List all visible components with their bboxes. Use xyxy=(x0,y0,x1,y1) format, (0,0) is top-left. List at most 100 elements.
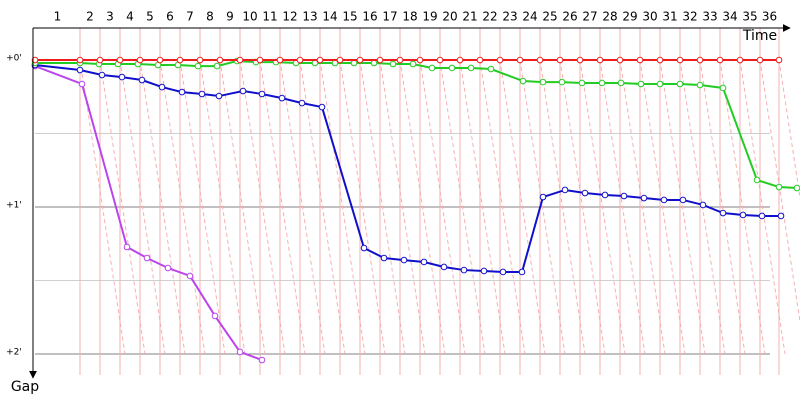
point xyxy=(409,60,417,68)
lap-diagonal xyxy=(439,59,486,355)
lap-diagonal xyxy=(179,59,226,355)
point xyxy=(400,256,408,264)
point xyxy=(138,76,146,84)
lap-label: 17 xyxy=(382,10,397,24)
point xyxy=(699,201,707,209)
lap-label: 34 xyxy=(722,10,737,24)
point xyxy=(536,56,544,64)
point xyxy=(601,191,609,199)
lap-diagonal xyxy=(359,59,406,355)
point xyxy=(777,212,785,220)
point xyxy=(278,94,286,102)
point xyxy=(116,56,124,64)
lap-label: 26 xyxy=(562,10,577,24)
lap-diagonal xyxy=(379,59,426,355)
lap-label: 19 xyxy=(422,10,437,24)
lap-diagonal xyxy=(599,59,646,355)
point xyxy=(578,79,586,87)
point xyxy=(213,62,221,70)
point xyxy=(636,56,644,64)
point xyxy=(98,71,106,79)
point xyxy=(616,56,624,64)
point xyxy=(215,92,223,100)
point xyxy=(581,189,589,197)
lap-label: 1 xyxy=(54,10,62,24)
point xyxy=(78,80,86,88)
lap-label: 12 xyxy=(282,10,297,24)
lap-diagonal xyxy=(99,59,146,355)
lap-diagonal xyxy=(259,59,306,355)
point xyxy=(356,56,364,64)
lap-label: 20 xyxy=(442,10,457,24)
lap-label: 36 xyxy=(762,10,777,24)
lap-label: 16 xyxy=(362,10,377,24)
point xyxy=(420,258,428,266)
lap-label: 13 xyxy=(302,10,317,24)
lap-diagonal xyxy=(499,59,546,355)
point xyxy=(476,56,484,64)
point xyxy=(496,56,504,64)
point xyxy=(556,56,564,64)
lap-diagonal xyxy=(479,59,526,355)
point xyxy=(76,66,84,74)
lap-label: 6 xyxy=(166,10,174,24)
lap-label: 23 xyxy=(502,10,517,24)
lap-diagonal xyxy=(659,59,706,355)
lap-diagonal xyxy=(459,59,506,355)
lap-label: 9 xyxy=(226,10,234,24)
lap-diagonal xyxy=(79,59,126,355)
point xyxy=(558,78,566,86)
point xyxy=(318,103,326,111)
point xyxy=(211,312,219,320)
y-tick-label: +0' xyxy=(6,54,22,64)
point xyxy=(360,244,368,252)
lap-label: 15 xyxy=(342,10,357,24)
point xyxy=(736,56,744,64)
point xyxy=(440,263,448,271)
lap-diagonal xyxy=(239,59,286,355)
point xyxy=(480,267,488,275)
lap-diagonal xyxy=(159,59,206,355)
series-line xyxy=(35,60,798,190)
point xyxy=(396,56,404,64)
point xyxy=(216,56,224,64)
lap-label: 11 xyxy=(262,10,277,24)
point xyxy=(336,56,344,64)
lap-label: 30 xyxy=(642,10,657,24)
y-tick-label: +2' xyxy=(6,347,22,357)
point xyxy=(186,272,194,280)
lap-diagonal xyxy=(399,59,446,355)
lap-label: 25 xyxy=(542,10,557,24)
point xyxy=(696,81,704,89)
point xyxy=(456,56,464,64)
lap-label: 10 xyxy=(242,10,257,24)
point xyxy=(679,196,687,204)
point xyxy=(96,56,104,64)
point xyxy=(676,80,684,88)
lap-diagonal xyxy=(619,59,666,355)
lap-label: 29 xyxy=(622,10,637,24)
point xyxy=(389,60,397,68)
point xyxy=(539,193,547,201)
lap-label: 28 xyxy=(602,10,617,24)
y-tick-label: +1' xyxy=(6,201,22,211)
point xyxy=(176,56,184,64)
point xyxy=(198,90,206,98)
point xyxy=(518,268,526,276)
x-axis-label: Time xyxy=(742,28,777,44)
point xyxy=(256,56,264,64)
point xyxy=(620,192,628,200)
point xyxy=(793,184,800,192)
point xyxy=(561,186,569,194)
point xyxy=(467,64,475,72)
lap-diagonal xyxy=(559,59,606,355)
lap-label: 5 xyxy=(146,10,154,24)
point xyxy=(158,83,166,91)
lap-label: 33 xyxy=(702,10,717,24)
lap-label: 4 xyxy=(126,10,134,24)
lap-diagonal xyxy=(539,59,586,355)
point xyxy=(617,79,625,87)
lap-label: 7 xyxy=(186,10,194,24)
lap-diagonal xyxy=(739,59,786,355)
